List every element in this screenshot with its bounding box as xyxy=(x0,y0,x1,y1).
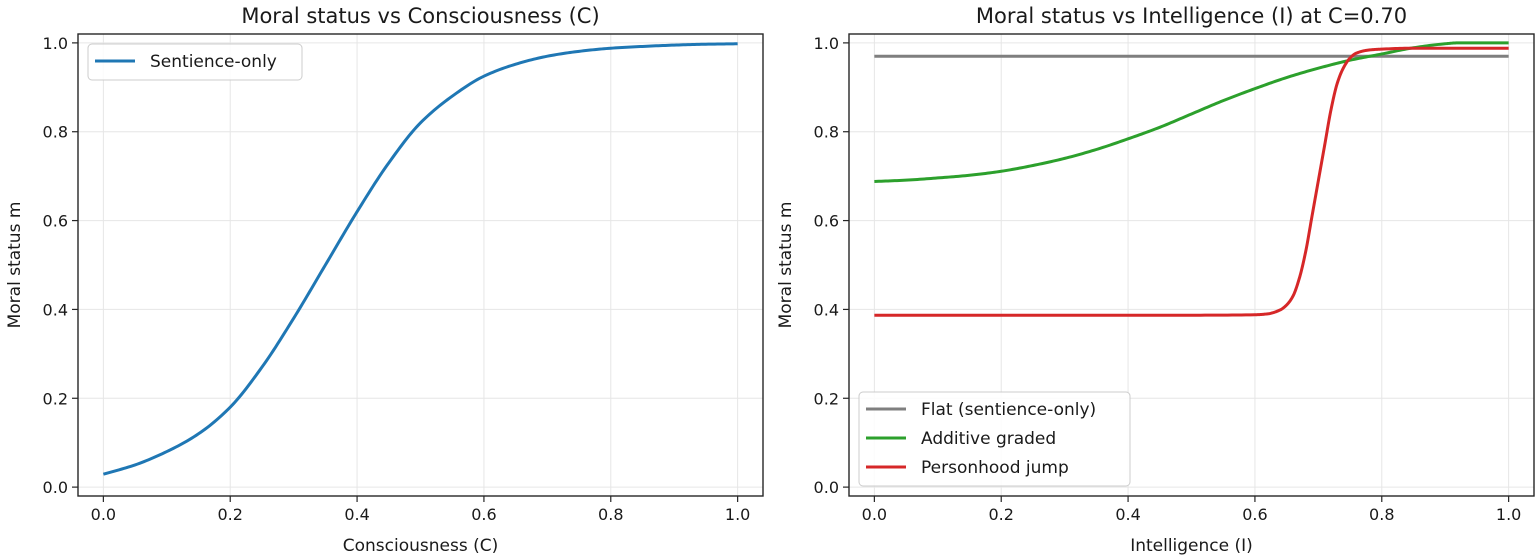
consciousness-chart: 0.0 0.2 0.4 0.6 0.8 1.0 0.0 0.2 0.4 0.6 0.8 1.0 Sen… xyxy=(5,4,764,556)
x-tick-label: 0.6 xyxy=(471,505,496,524)
legend-box xyxy=(858,391,1131,487)
legend-label: Additive graded xyxy=(921,429,1056,449)
series-line-1 xyxy=(874,41,1509,183)
axes-frame xyxy=(77,33,764,497)
x-tick-label: 0.2 xyxy=(988,505,1013,524)
chart-title: Moral status vs Intelligence (I) at C=0.… xyxy=(976,4,1407,28)
y-tick-label: 0.4 xyxy=(43,300,68,319)
y-tick-label: 0.6 xyxy=(814,212,839,231)
x-tick-label: 0.8 xyxy=(598,505,623,524)
x-tick-label: 1.0 xyxy=(725,505,750,524)
legend-box xyxy=(87,43,303,81)
y-tick-label: 0.8 xyxy=(814,123,839,142)
legend-label: Personhood jump xyxy=(921,458,1069,478)
x-tick-label: 0.2 xyxy=(217,505,242,524)
x-tick-label: 0.0 xyxy=(91,505,116,524)
plot-lines xyxy=(874,41,1509,317)
y-tick-label: 0.2 xyxy=(814,389,839,408)
intelligence-chart: 0.0 0.2 0.4 0.6 0.8 1.0 0.0 0.2 0.4 0.6 0.8 1.0 Fla… xyxy=(776,4,1535,556)
y-tick-label: 0.4 xyxy=(814,300,839,319)
axis-ticks: 0.0 0.2 0.4 0.6 0.8 1.0 0.0 0.2 0.4 0.6 0.8 1.0 xyxy=(43,34,751,524)
series-line-2 xyxy=(874,46,1509,317)
x-tick-label: 0.4 xyxy=(1115,505,1140,524)
y-axis-label: Moral status m xyxy=(5,202,25,329)
y-tick-label: 1.0 xyxy=(43,34,68,53)
chart-title: Moral status vs Consciousness (C) xyxy=(241,4,599,28)
x-tick-label: 0.6 xyxy=(1242,505,1267,524)
axis-ticks: 0.0 0.2 0.4 0.6 0.8 1.0 0.0 0.2 0.4 0.6 0.8 1.0 xyxy=(814,34,1522,524)
x-axis-label: Consciousness (C) xyxy=(343,536,499,556)
y-tick-label: 0.8 xyxy=(43,123,68,142)
y-tick-label: 0.0 xyxy=(43,478,68,497)
y-axis-label: Moral status m xyxy=(776,202,796,329)
legend: Flat (sentience-only) Additive graded Pers… xyxy=(858,391,1131,487)
x-tick-label: 0.4 xyxy=(344,505,369,524)
x-tick-label: 0.8 xyxy=(1369,505,1394,524)
axes-frame xyxy=(848,33,1535,497)
y-tick-label: 0.6 xyxy=(43,212,68,231)
legend: Sentience-only xyxy=(87,43,303,81)
x-tick-label: 0.0 xyxy=(862,505,887,524)
y-tick-label: 0.0 xyxy=(814,478,839,497)
plot-lines xyxy=(102,42,738,476)
series-line-0 xyxy=(102,42,738,476)
legend-label: Flat (sentience-only) xyxy=(921,400,1096,420)
y-tick-label: 0.2 xyxy=(43,389,68,408)
x-tick-label: 1.0 xyxy=(1496,505,1521,524)
y-tick-label: 1.0 xyxy=(814,34,839,53)
grid-lines xyxy=(78,34,763,496)
x-axis-label: Intelligence (I) xyxy=(1130,536,1253,556)
legend-label: Sentience-only xyxy=(150,52,277,72)
